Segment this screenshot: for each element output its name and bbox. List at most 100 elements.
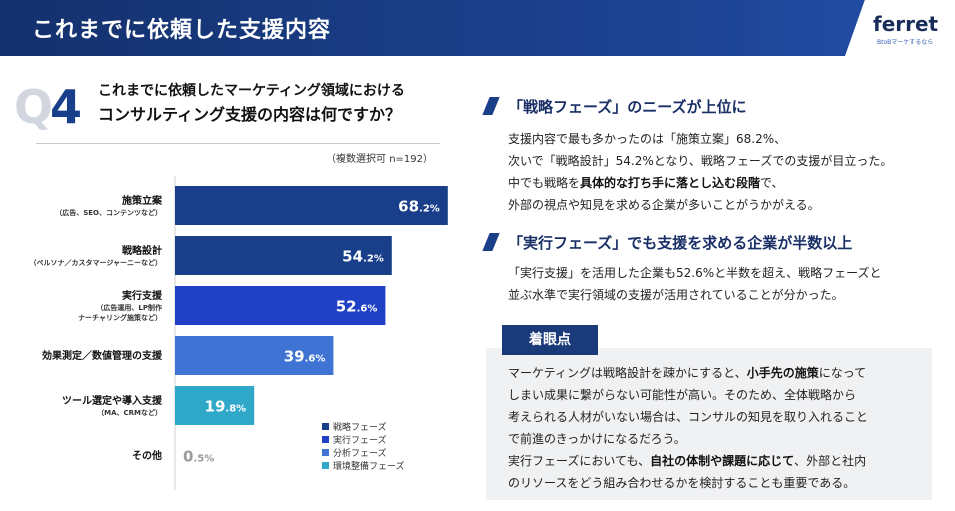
data-label: 52.6% (336, 298, 378, 316)
question-letter: Q (14, 80, 54, 134)
insight-box (486, 348, 932, 500)
data-label: 39.6% (284, 348, 326, 366)
legend-item: 分析フェーズ (322, 446, 405, 459)
legend-item: 実行フェーズ (322, 433, 405, 446)
insight-line: のリソースをどう組み合わせるかを検討することも重要である。 (508, 472, 928, 494)
legend-label: 戦略フェーズ (333, 423, 387, 433)
header-banner: これまでに依頼した支援内容 ferret BtoBマーケするなら (0, 0, 955, 56)
section1-line: 次いで「戦略設計」54.2%となり、戦略フェーズでの支援が目立った。 (508, 150, 892, 172)
question-text-line1: これまでに依頼したマーケティング領域における (98, 83, 405, 99)
category-label: 戦略設計 (122, 244, 162, 257)
insight-line: 実行フェーズにおいても、自社の体制や課題に応じて、外部と社内 (508, 450, 928, 472)
legend-swatch (322, 449, 329, 456)
insight-text: 考えられる人材がいない場合は、コンサルの知見を取り入れること (508, 410, 869, 424)
bar-chart: 68.2%施策立案（広告、SEO、コンテンツなど）54.2%戦略設計（ペルソナ／… (29, 176, 448, 490)
section1-line: 支援内容で最も多かったのは「施策立案」68.2%、 (508, 128, 892, 150)
section1-line: 外部の視点や知見を求める企業が多いことがうかがえる。 (508, 194, 892, 216)
section1-line: 中でも戦略を具体的な打ち手に落とし込む段階で、 (508, 172, 892, 194)
logo-tagline: BtoBマーケするなら (877, 39, 934, 46)
bar (175, 286, 386, 325)
section1-text: 外部の視点や知見を求める企業が多いことがうかがえる。 (508, 198, 820, 212)
bar (175, 336, 334, 375)
data-label: 54.2% (342, 248, 384, 266)
section2-body: 「実行支援」を活用した企業も52.6%と半数を超え、戦略フェーズと 並ぶ水準で実行… (508, 262, 882, 306)
section1-text: 中でも戦略を (508, 176, 581, 190)
section2-line: 並ぶ水準で実行領域の支援が活用されていることが分かった。 (508, 284, 882, 306)
insight-line: しまい成果に繋がらない可能性が高い。そのため、全体戦略から (508, 384, 928, 406)
category-label: 効果測定／数値管理の支援 (42, 349, 163, 362)
page-title: これまでに依頼した支援内容 (32, 18, 332, 43)
data-label-decimal: .2% (419, 204, 440, 215)
logo-area: ferret BtoBマーケするなら (845, 0, 955, 56)
category-sublabel: （MA、CRMなど） (97, 408, 162, 417)
legend-swatch (322, 423, 329, 430)
slash-icon (482, 233, 500, 251)
category-label: ツール選定や導入支援 (62, 394, 163, 407)
data-label-decimal: .8% (225, 404, 246, 415)
section2-text: 並ぶ水準で実行領域の支援が活用されていることが分かった。 (508, 288, 844, 302)
section2-text: 「実行支援」を活用した企業も52.6%と半数を超え、戦略フェーズと (508, 266, 882, 280)
legend-item: 戦略フェーズ (322, 420, 405, 433)
insight-text: のリソースをどう組み合わせるかを検討することも重要である。 (508, 476, 856, 490)
section2-heading: 「実行フェーズ」でも支援を求める企業が半数以上 (482, 232, 853, 253)
insight-line: マーケティングは戦略設計を疎かにすると、小手先の施策になって (508, 362, 928, 384)
data-label-integer: 52 (336, 298, 357, 316)
bar (175, 386, 255, 425)
insight-text: マーケティングは戦略設計を疎かにすると、 (508, 366, 747, 380)
insight-text: 、外部と社内 (794, 454, 867, 468)
question-text-line2: コンサルティング支援の内容は何ですか？ (98, 105, 402, 124)
legend-label: 実行フェーズ (333, 436, 387, 446)
insight-text: で前進のきっかけになるだろう。 (508, 432, 686, 446)
category-sublabel: （ペルソナ／カスタマージャーニーなど） (29, 258, 162, 267)
insight-text: しまい成果に繋がらない可能性が高い。そのため、全体戦略から (508, 388, 857, 402)
section1-emphasis: 具体的な打ち手に落とし込む段階 (580, 176, 761, 190)
category-label: 実行支援 (122, 289, 163, 302)
data-label-decimal: .2% (363, 254, 384, 265)
data-label-decimal: .5% (193, 454, 214, 465)
section1-heading: 「戦略フェーズ」のニーズが上位に (482, 96, 747, 117)
data-label-integer: 19 (205, 398, 226, 416)
data-label: 19.8% (205, 398, 247, 416)
category-label: 施策立案 (122, 194, 163, 207)
sample-note: （複数選択可 n=192） (326, 154, 433, 165)
slash-icon (482, 97, 500, 115)
section1-text: 支援内容で最も多かったのは「施策立案」68.2%、 (508, 132, 787, 146)
data-label-integer: 68 (398, 198, 419, 216)
question-number: 4 (50, 80, 83, 134)
section2-line: 「実行支援」を活用した企業も52.6%と半数を超え、戦略フェーズと (508, 262, 882, 284)
data-label-decimal: .6% (357, 304, 378, 315)
legend-label: 環境整備フェーズ (333, 462, 405, 472)
insight-text: 実行フェーズにおいても、 (508, 454, 651, 468)
legend-swatch (322, 436, 329, 443)
ferret-logo: ferret (873, 12, 939, 36)
section1-text: で、 (760, 176, 784, 190)
category-label: その他 (132, 449, 162, 462)
question-divider (36, 143, 440, 144)
category-sublabel: （広告、SEO、コンテンツなど） (55, 208, 162, 217)
chart-legend: 戦略フェーズ 実行フェーズ 分析フェーズ環境整備フェーズ (322, 420, 405, 472)
legend-item: 環境整備フェーズ (322, 459, 405, 472)
data-label-decimal: .6% (305, 354, 326, 365)
data-label-integer: 39 (284, 348, 305, 366)
section1-text: 次いで「戦略設計」54.2%となり、戦略フェーズでの支援が目立った。 (508, 154, 893, 168)
insight-text: になって (818, 366, 867, 380)
insight-emphasis: 小手先の施策 (746, 366, 819, 380)
insight-body: マーケティングは戦略設計を疎かにすると、小手先の施策になってしまい成果に繋がらな… (508, 362, 928, 494)
insight-line: で前進のきっかけになるだろう。 (508, 428, 928, 450)
legend-label: 分析フェーズ (333, 449, 387, 459)
data-label-integer: 54 (342, 248, 363, 266)
category-sublabel: ナーチャリング施策など） (78, 313, 162, 322)
insight-badge: 着眼点 (502, 325, 598, 355)
category-sublabel: （広告運用、LP制作 (96, 303, 162, 312)
insight-emphasis: 自社の体制や課題に応じて (650, 454, 795, 468)
insight-line: 考えられる人材がいない場合は、コンサルの知見を取り入れること (508, 406, 928, 428)
data-label: 0.5% (183, 448, 214, 466)
section1-body: 支援内容で最も多かったのは「施策立案」68.2%、次いで「戦略設計」54.2%と… (508, 128, 892, 216)
bar (175, 186, 448, 225)
bar (175, 236, 392, 275)
data-label: 68.2% (398, 198, 440, 216)
legend-swatch (322, 462, 329, 469)
data-label-integer: 0 (183, 448, 193, 466)
section1-title: 「戦略フェーズ」のニーズが上位に (508, 98, 747, 116)
section2-title: 「実行フェーズ」でも支援を求める企業が半数以上 (508, 234, 853, 252)
